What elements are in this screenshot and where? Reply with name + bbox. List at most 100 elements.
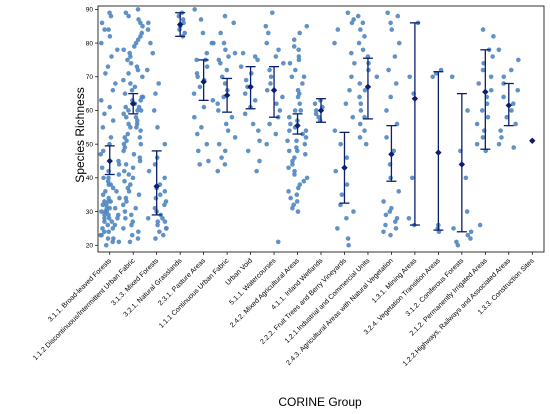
data-point (129, 222, 134, 228)
data-point (106, 182, 112, 187)
data-point (349, 20, 355, 26)
data-point (268, 81, 273, 86)
data-point (218, 60, 223, 66)
data-point (464, 209, 470, 214)
data-point (209, 40, 215, 46)
data-point (257, 138, 262, 144)
data-point (267, 121, 272, 127)
data-point (102, 111, 107, 117)
data-point (222, 13, 228, 19)
data-point (296, 54, 302, 59)
data-point (138, 20, 143, 26)
data-point (221, 40, 227, 46)
y-tick-label: 40 (86, 175, 94, 182)
data-point (102, 209, 108, 214)
data-point (301, 178, 307, 184)
data-point (291, 44, 297, 49)
mean-marker (106, 157, 113, 165)
data-point (100, 125, 106, 130)
x-tick-label: 1.3.1. Mining Areas (371, 257, 419, 305)
y-tick-label: 50 (86, 141, 94, 148)
data-point (255, 57, 260, 63)
data-point (110, 185, 116, 191)
data-point (126, 189, 132, 194)
plot-frame (97, 5, 545, 253)
data-point (501, 74, 507, 80)
data-point (245, 148, 251, 154)
data-point (122, 91, 128, 96)
data-point (133, 114, 139, 120)
data-point (162, 219, 168, 224)
data-point (222, 81, 228, 86)
data-point (126, 121, 131, 127)
data-point (392, 54, 398, 59)
data-point (366, 60, 371, 66)
data-point (100, 148, 106, 154)
data-point (124, 138, 129, 144)
data-point (219, 155, 224, 160)
data-point (313, 108, 319, 113)
data-point (223, 47, 228, 53)
data-point (264, 40, 270, 46)
data-point (137, 158, 143, 164)
data-point (301, 74, 307, 80)
data-point (356, 40, 362, 46)
data-point (98, 232, 103, 238)
data-point (339, 192, 345, 198)
data-point (105, 236, 111, 241)
data-point (132, 84, 138, 90)
data-point (124, 199, 129, 204)
y-tick-label: 20 (86, 242, 94, 249)
data-point (395, 13, 401, 19)
data-point (386, 67, 391, 73)
data-point (153, 195, 159, 201)
mean-marker (153, 183, 160, 190)
data-point (128, 81, 133, 86)
data-point (105, 64, 111, 69)
data-point (345, 236, 351, 241)
data-point (216, 108, 221, 113)
data-point (128, 182, 133, 187)
data-point (515, 87, 521, 93)
data-point (297, 101, 303, 107)
data-point (393, 81, 399, 86)
data-point (138, 34, 143, 39)
data-point (102, 27, 107, 32)
mean-marker (341, 164, 348, 171)
data-point (516, 57, 521, 63)
data-point (387, 209, 393, 214)
data-point (455, 242, 461, 248)
data-point (109, 54, 114, 59)
data-point (107, 104, 113, 110)
data-point (468, 229, 474, 235)
data-point (474, 121, 480, 127)
data-point (126, 13, 131, 19)
data-point (204, 141, 210, 147)
data-point (125, 131, 131, 137)
data-point (231, 20, 237, 26)
data-point (116, 172, 122, 177)
data-point (201, 104, 207, 110)
data-point (109, 219, 115, 224)
data-point (360, 47, 366, 53)
data-point (290, 205, 295, 211)
data-point (358, 27, 363, 32)
data-point (332, 128, 338, 133)
data-point (191, 91, 197, 96)
data-point (296, 47, 301, 53)
data-point (156, 81, 161, 86)
data-point (110, 239, 115, 245)
data-point (430, 74, 436, 80)
data-point (344, 155, 350, 160)
data-point (351, 209, 356, 214)
data-point (276, 47, 281, 53)
data-point (135, 67, 141, 73)
data-point (135, 236, 141, 241)
data-point (381, 229, 386, 235)
data-point (269, 10, 275, 16)
data-point (358, 101, 364, 107)
data-point (194, 57, 200, 63)
data-point (393, 226, 399, 231)
data-point (343, 101, 349, 107)
data-point (122, 209, 128, 214)
